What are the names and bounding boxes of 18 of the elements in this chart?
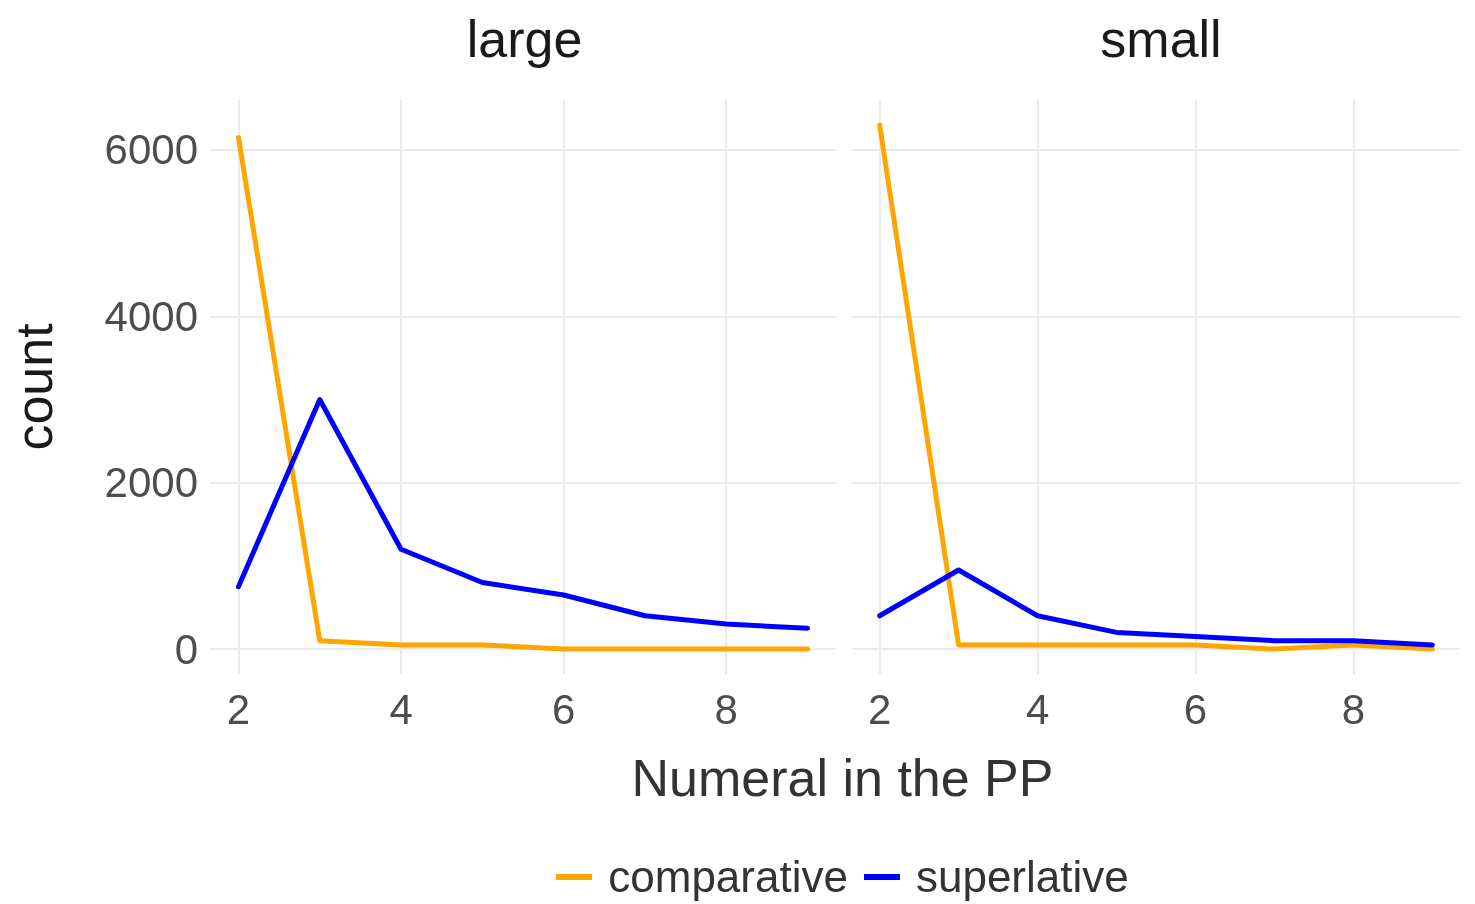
x-tick-label: 6 [1183, 685, 1208, 733]
legend-label: comparative [608, 851, 848, 903]
y-axis-title: count [5, 322, 63, 451]
y-tick-label: 4000 [104, 292, 198, 340]
x-tick-label: 6 [551, 685, 576, 733]
x-axis-title: Numeral in the PP [630, 748, 1055, 808]
x-tick-label: 4 [1025, 685, 1050, 733]
x-tick-label: 2 [226, 685, 251, 733]
x-tick-label: 2 [867, 685, 892, 733]
x-tick-label: 8 [714, 685, 738, 733]
y-tick-label: 0 [174, 625, 198, 673]
chart-title: large [466, 10, 583, 68]
x-tick-label: 4 [389, 685, 413, 733]
legend-label: superlative [915, 851, 1129, 903]
chart-title: small [1100, 10, 1222, 68]
x-tick-label: 8 [1341, 685, 1366, 733]
y-tick-label: 2000 [104, 459, 198, 507]
y-tick-label: 6000 [104, 126, 198, 174]
